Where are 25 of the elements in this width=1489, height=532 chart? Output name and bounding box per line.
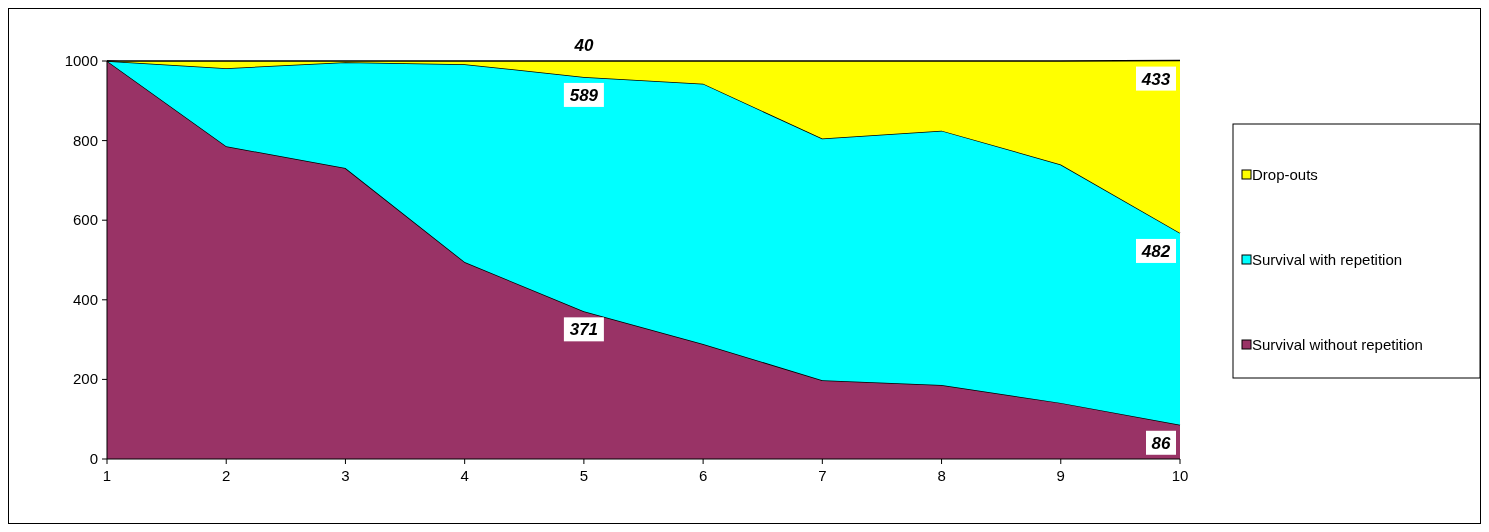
- x-tick-label: 2: [222, 467, 231, 484]
- x-tick-label: 4: [460, 467, 469, 484]
- x-tick-label: 1: [102, 467, 112, 484]
- legend-label: Drop-outs: [1252, 166, 1318, 183]
- data-label: 433: [1140, 69, 1171, 89]
- x-tick-label: 5: [579, 467, 589, 484]
- y-tick-label: 200: [72, 370, 98, 388]
- legend-label: Survival with repetition: [1252, 251, 1403, 268]
- data-label: 40: [573, 36, 594, 55]
- y-tick-label: 1000: [64, 52, 98, 69]
- x-tick-label: 10: [1171, 467, 1189, 484]
- y-tick-label: 800: [72, 131, 98, 149]
- data-label: 371: [569, 320, 599, 340]
- x-tick-label: 6: [698, 467, 708, 484]
- data-label: 589: [569, 85, 599, 105]
- legend-label: Survival without repetition: [1252, 336, 1423, 353]
- x-tick-label: 7: [818, 467, 827, 484]
- y-tick-label: 600: [72, 211, 98, 229]
- y-tick-label: 0: [89, 450, 98, 467]
- x-tick-label: 8: [937, 467, 946, 484]
- x-tick-label: 9: [1056, 467, 1065, 484]
- y-tick-label: 400: [72, 290, 98, 308]
- data-label: 86: [1151, 433, 1171, 453]
- x-tick-label: 3: [341, 467, 350, 484]
- data-label: 482: [1140, 241, 1171, 261]
